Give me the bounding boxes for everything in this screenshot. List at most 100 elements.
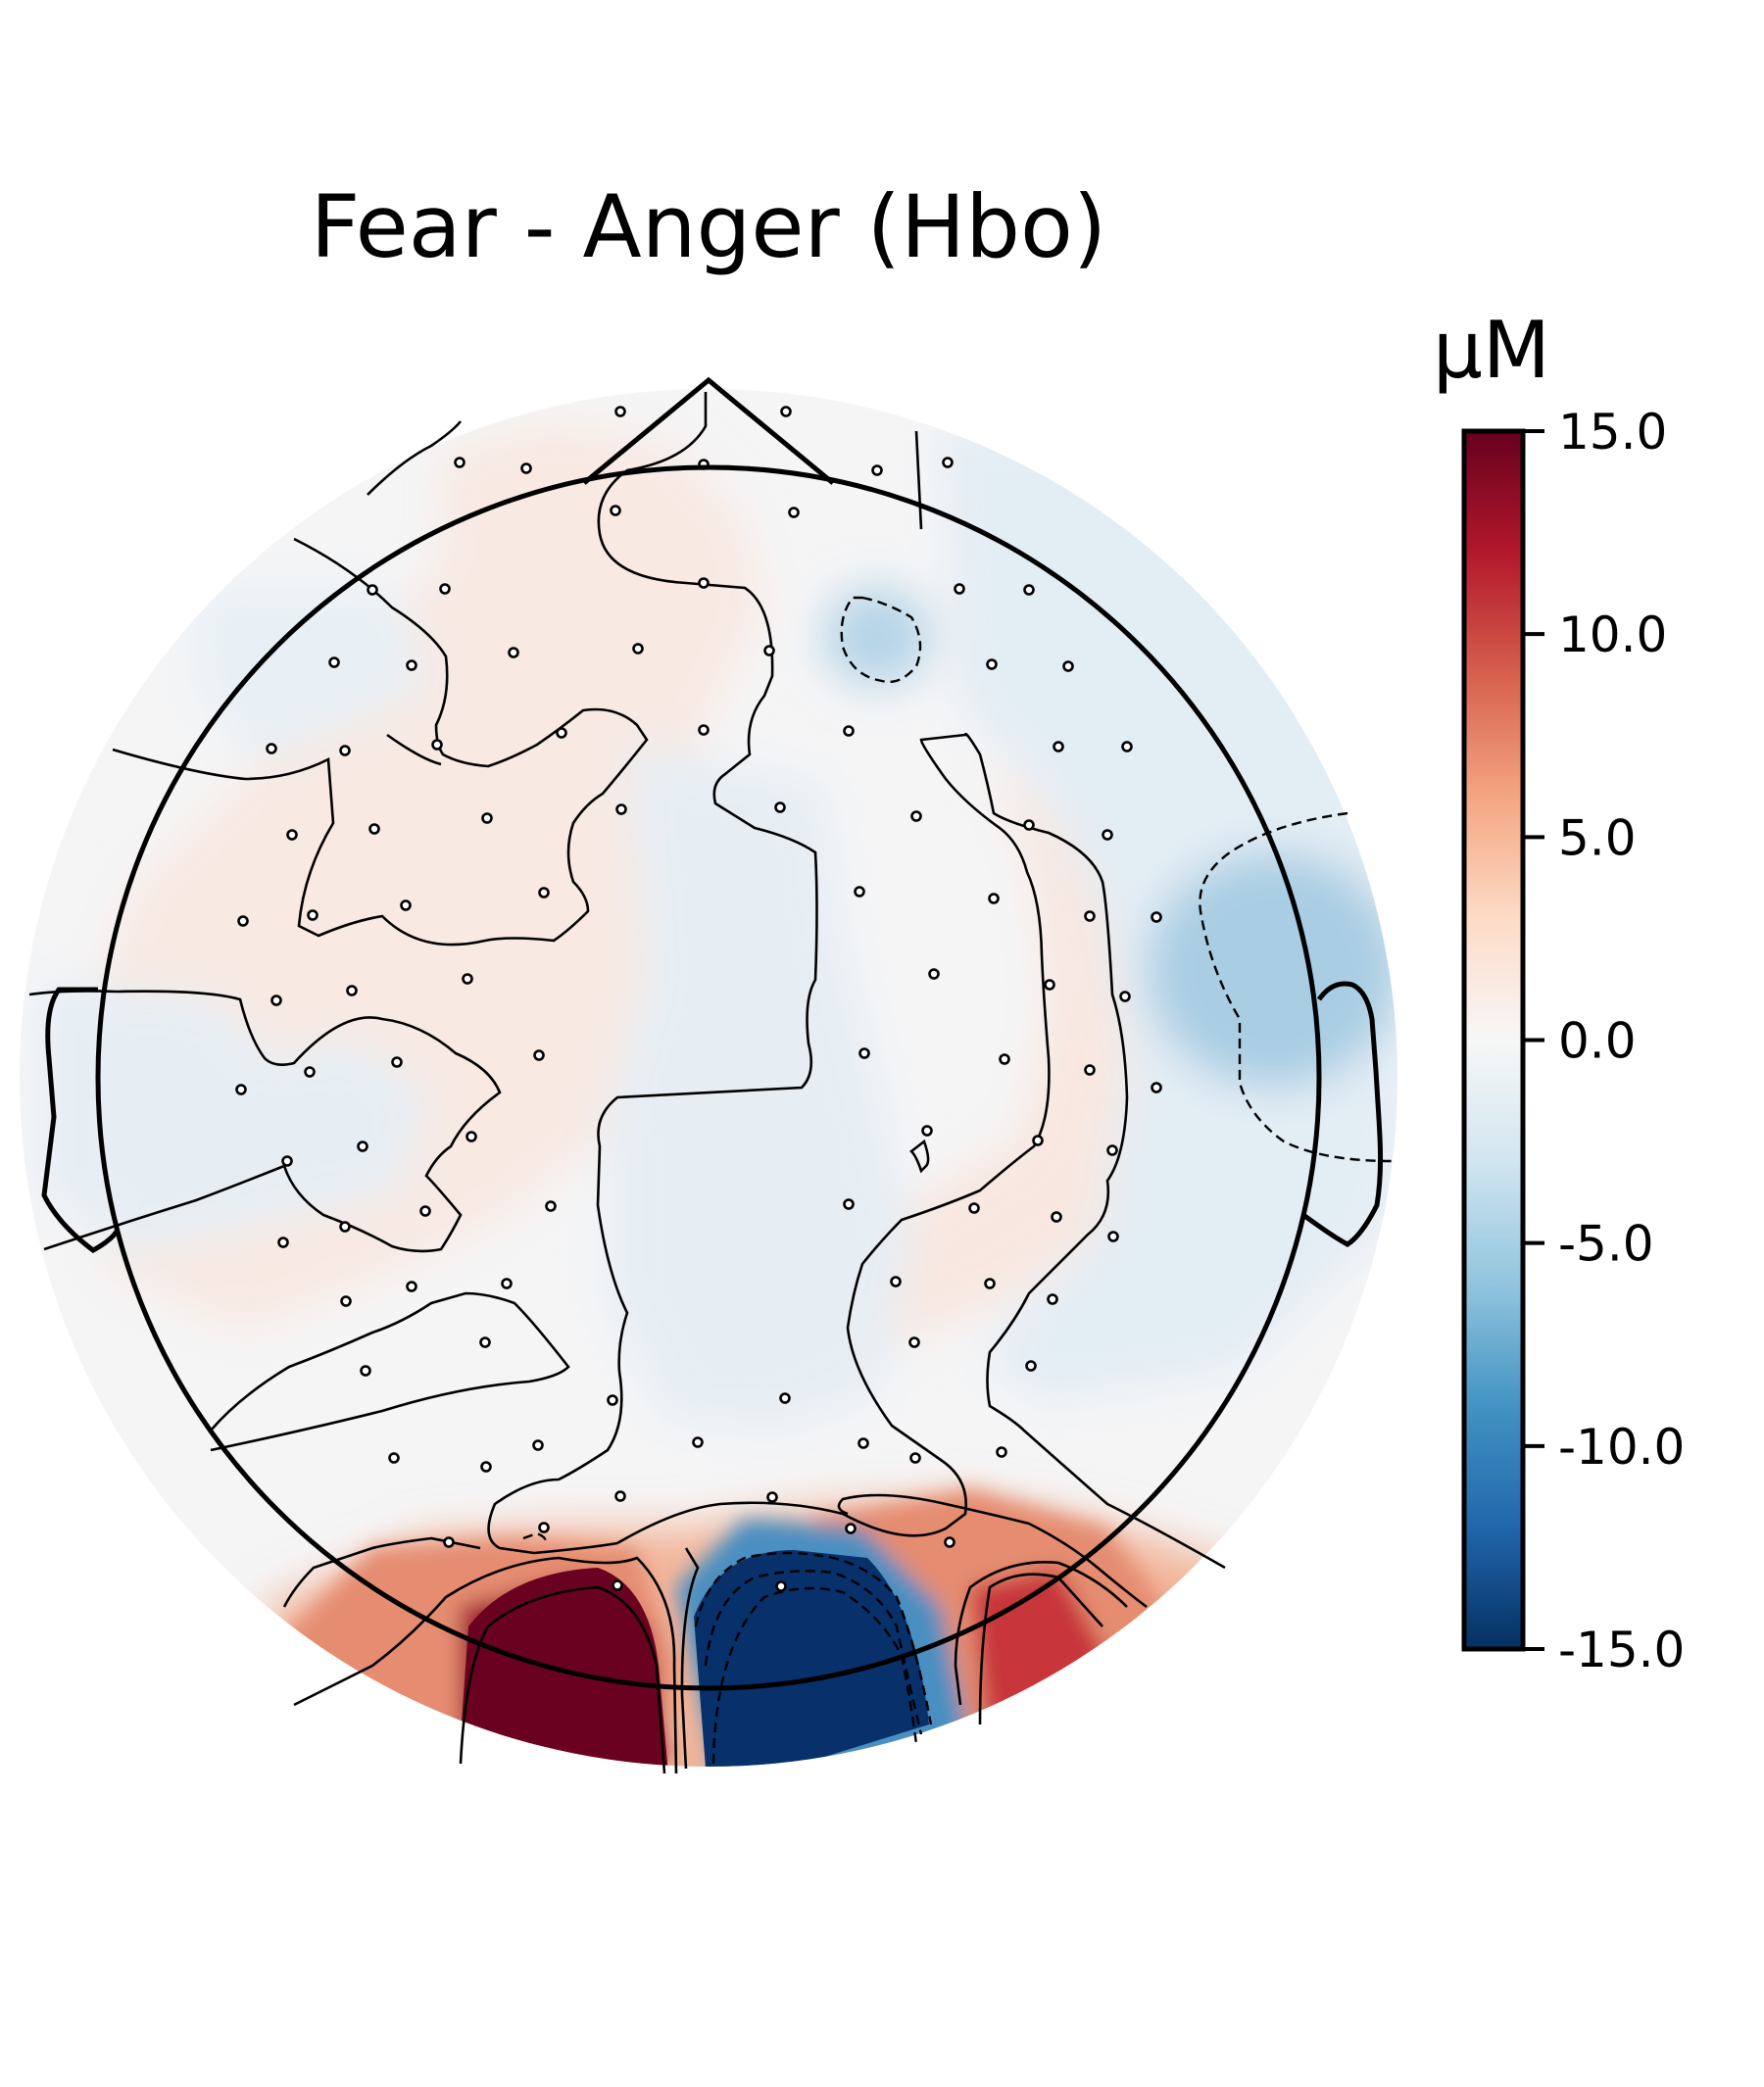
colorbar-gradient — [1461, 428, 1526, 1652]
sensor — [698, 724, 710, 736]
field-warm-right-strip — [843, 745, 1127, 1352]
sensor — [607, 1394, 618, 1406]
sensor — [921, 1125, 933, 1137]
sensor — [614, 1490, 626, 1502]
negative-contours — [522, 596, 1393, 1765]
sensor — [481, 812, 493, 824]
colorbar-tick-label: 0.0 — [1558, 1013, 1637, 1070]
sensor — [266, 743, 277, 754]
sensor — [368, 823, 380, 835]
sensor — [479, 1336, 491, 1348]
sensor — [286, 829, 298, 841]
sensors — [235, 406, 1162, 1592]
left-ear — [41, 987, 121, 1253]
sensor — [281, 1155, 293, 1167]
chart-title: Fear - Anger (Hbo) — [311, 176, 1106, 277]
colorbar-tick-label: -5.0 — [1558, 1216, 1654, 1273]
sensor — [763, 645, 775, 656]
sensor — [984, 1278, 996, 1289]
colorbar-tick-label: -15.0 — [1558, 1622, 1685, 1678]
sensor — [360, 1365, 371, 1377]
colorbar: µM 15.0 10.0 5.0 0.0 -5.0 -10.0 -15.0 — [1433, 305, 1685, 1678]
contour-line — [837, 1493, 1148, 1609]
sensor — [501, 1278, 513, 1289]
sensor — [1023, 819, 1035, 831]
sensor — [909, 1452, 921, 1464]
sensor — [556, 727, 567, 739]
nose — [582, 376, 835, 485]
contour-line — [616, 732, 1226, 1570]
sensor — [1121, 741, 1133, 752]
sensor — [928, 968, 940, 980]
sensor — [858, 1437, 869, 1449]
sensor — [890, 1276, 902, 1287]
dashed-contour — [522, 1531, 547, 1544]
sensor — [307, 909, 318, 921]
sensor — [454, 457, 466, 468]
head-circle — [95, 464, 1322, 1691]
sensor — [858, 1047, 870, 1059]
colorbar-tick-label: 5.0 — [1558, 809, 1637, 866]
sensor — [328, 656, 340, 668]
sensor — [1032, 1135, 1044, 1146]
sensor — [854, 886, 865, 898]
sensor — [520, 462, 532, 474]
sensor — [419, 1205, 431, 1217]
sensor — [346, 985, 358, 996]
sensor — [788, 507, 800, 518]
contour-line — [459, 1585, 666, 1774]
sensor — [910, 810, 922, 822]
sensor — [1051, 1211, 1062, 1223]
sensor — [632, 643, 644, 655]
sensor — [1084, 910, 1096, 922]
sensor — [612, 1579, 623, 1591]
sensor — [532, 1439, 544, 1451]
contour-line — [28, 990, 502, 1253]
sensor — [1044, 979, 1055, 991]
sensor — [406, 659, 417, 671]
head-outline — [41, 376, 1384, 1691]
sensor — [339, 1221, 351, 1233]
sensor — [986, 658, 998, 670]
sensor — [942, 457, 954, 468]
contour-line — [112, 537, 649, 946]
field-cool-center — [608, 745, 911, 1431]
sensor — [968, 1202, 980, 1214]
sensor — [996, 1446, 1007, 1458]
sensor — [1062, 660, 1074, 672]
sensor — [871, 464, 883, 476]
sensor — [766, 1491, 778, 1503]
contour-line — [282, 1536, 481, 1608]
sensor — [1151, 1082, 1162, 1093]
sensor — [988, 893, 1000, 904]
contour-line — [210, 1291, 570, 1452]
contour-line — [293, 1556, 678, 1774]
dashed-contour — [840, 596, 922, 684]
sensor — [999, 1053, 1010, 1065]
sensor — [235, 1084, 247, 1095]
sensor — [944, 1536, 956, 1548]
right-ear — [1301, 981, 1384, 1247]
sensor — [443, 1536, 455, 1548]
colorbar-tick-label: 10.0 — [1558, 607, 1667, 663]
sensor — [367, 584, 378, 596]
sensor — [1106, 1144, 1118, 1156]
contour-line — [914, 430, 923, 530]
sensor — [340, 1295, 352, 1307]
sensor — [692, 1436, 704, 1448]
sensor — [615, 803, 627, 815]
contour-line — [978, 1573, 1103, 1725]
sensor — [339, 745, 351, 756]
dashed-contour — [1199, 811, 1393, 1163]
sensor — [843, 725, 855, 737]
sensor — [775, 1580, 787, 1592]
sensor — [779, 1392, 791, 1404]
dashed-contour — [711, 1586, 918, 1765]
contour-lines — [28, 392, 1226, 1774]
sensor — [508, 647, 519, 658]
contour-line — [487, 392, 818, 1555]
field-cool-left-temporal — [39, 980, 431, 1254]
sensor — [845, 1523, 857, 1534]
sensor — [431, 739, 443, 751]
sensor — [1047, 1293, 1058, 1305]
